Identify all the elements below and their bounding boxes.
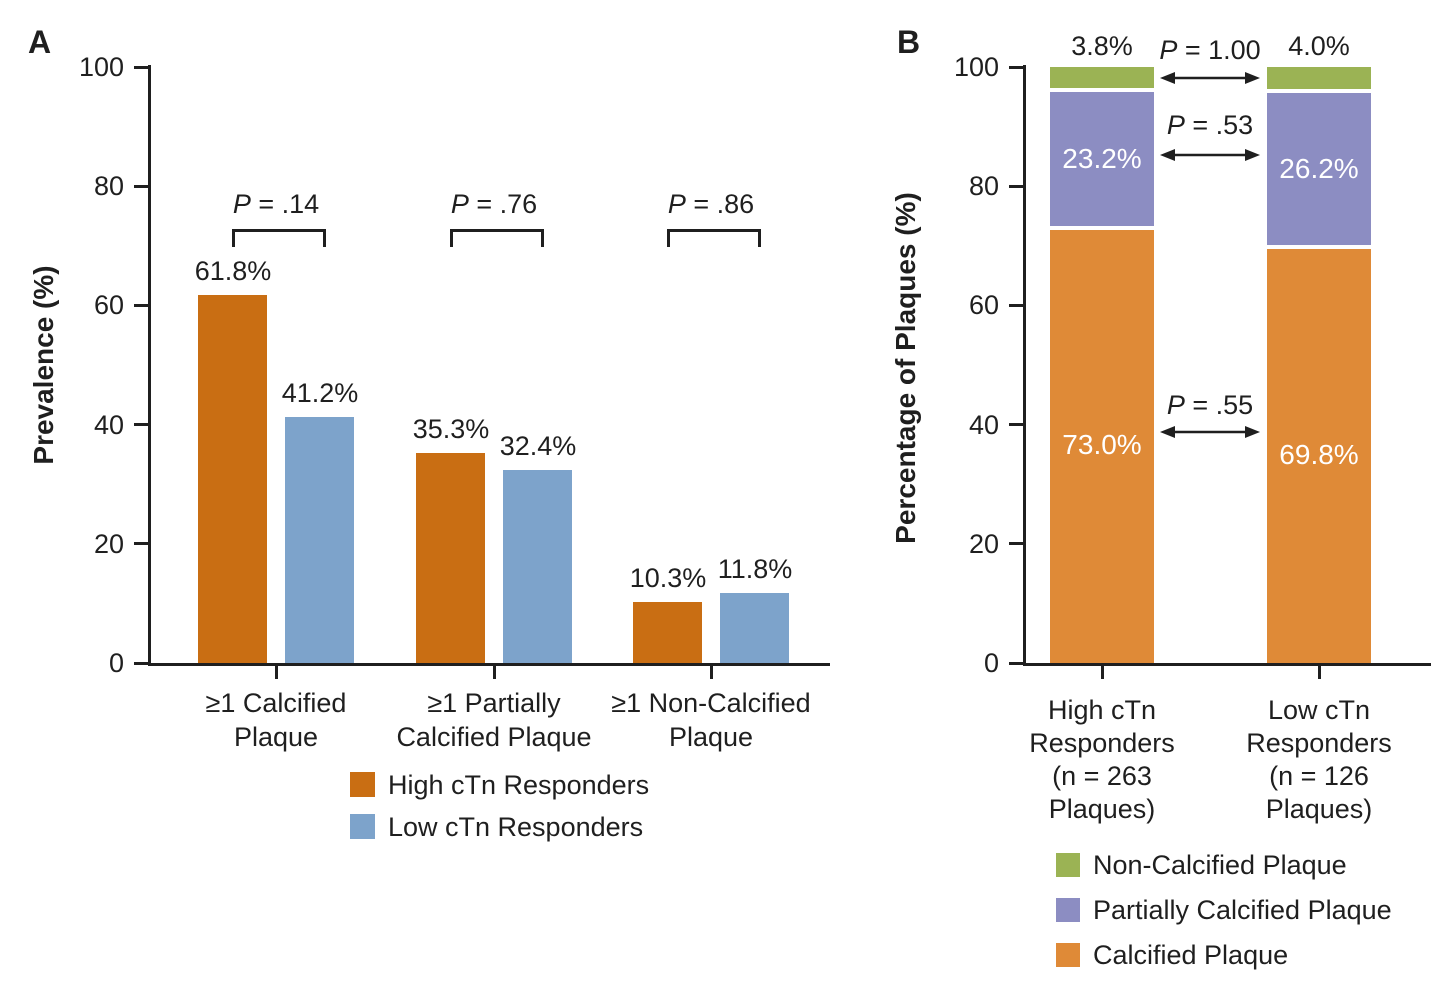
p-value-label: P = .76 — [450, 189, 538, 219]
x-category-label: ≥1 Non-Calcified Plaque — [611, 688, 811, 752]
bar-value-label: 41.2% — [281, 378, 359, 408]
y-axis-tick — [1009, 423, 1023, 426]
bar — [285, 417, 354, 663]
bar — [503, 470, 572, 663]
p-value-label: P = .53 — [1166, 110, 1254, 140]
segment-value-label: 69.8% — [1279, 439, 1359, 470]
legend-label: Low cTn Responders — [388, 812, 644, 842]
y-axis-tick — [134, 66, 148, 69]
y-axis-line — [148, 65, 151, 666]
comparison-bracket — [667, 229, 761, 247]
segment-separator — [1050, 88, 1154, 92]
p-value-label: P = .14 — [232, 189, 320, 219]
segment-separator — [1267, 89, 1371, 93]
double-arrow-icon — [1160, 70, 1260, 86]
bar-value-label: 10.3% — [629, 563, 707, 593]
segment-separator — [1267, 245, 1371, 249]
panel-a-chart: 0 20 40 60 80 100 61.8% 35.3% 10.3% 41.2% 32.4% 11.… — [78, 52, 830, 842]
stacked-bar-segment — [1050, 67, 1154, 90]
y-axis-tick — [1009, 66, 1023, 69]
bar — [198, 295, 267, 663]
y-tick-label: 20 — [93, 529, 124, 559]
comparison-bracket — [450, 229, 544, 247]
legend-swatch — [1056, 853, 1080, 877]
y-tick-label: 80 — [968, 171, 999, 201]
stacked-bar-segment — [1050, 90, 1154, 228]
p-value-label: P = .86 — [667, 189, 755, 219]
double-arrow-icon — [1160, 424, 1260, 440]
x-axis-line — [148, 663, 830, 666]
y-axis-tick — [1009, 185, 1023, 188]
y-axis-tick — [134, 662, 148, 665]
bar — [416, 453, 485, 663]
x-axis-tick — [493, 666, 496, 679]
bar-value-label: 35.3% — [412, 414, 490, 444]
bar — [720, 593, 789, 663]
x-category-label: ≥1 Calcified Plaque — [205, 688, 347, 752]
segment-separator — [1050, 226, 1154, 230]
y-tick-label: 0 — [108, 648, 124, 678]
legend-label: Non-Calcified Plaque — [1093, 850, 1347, 880]
stacked-bar-segment — [1267, 67, 1371, 91]
comparison-bracket — [232, 229, 326, 247]
legend-swatch — [1056, 898, 1080, 922]
y-axis-tick — [134, 304, 148, 307]
x-axis-line — [1023, 663, 1431, 666]
y-tick-label: 100 — [78, 52, 124, 82]
y-tick-label: 100 — [953, 52, 999, 82]
double-arrow-icon — [1160, 147, 1260, 163]
y-tick-label: 80 — [93, 171, 124, 201]
y-axis-tick — [134, 185, 148, 188]
segment-value-label: 4.0% — [1288, 31, 1350, 61]
y-tick-label: 60 — [93, 290, 124, 320]
y-tick-label: 20 — [968, 529, 999, 559]
segment-value-label: 23.2% — [1062, 143, 1142, 174]
y-axis-tick — [134, 542, 148, 545]
segment-value-label: 73.0% — [1062, 429, 1142, 460]
y-tick-label: 60 — [968, 290, 999, 320]
y-tick-label: 0 — [983, 648, 999, 678]
x-axis-tick — [710, 666, 713, 679]
bar-value-label: 32.4% — [499, 431, 577, 461]
legend-swatch — [350, 772, 375, 797]
panel-b-letter: B — [897, 24, 921, 60]
x-axis-tick — [1101, 666, 1104, 679]
p-value-label: P = 1.00 — [1159, 35, 1261, 65]
y-axis-tick — [1009, 304, 1023, 307]
y-tick-label: 40 — [93, 410, 124, 440]
x-category-label: ≥1 Partially Calcified Plaque — [396, 688, 592, 752]
segment-value-label: 26.2% — [1279, 153, 1359, 184]
legend-label: Partially Calcified Plaque — [1093, 895, 1392, 925]
y-axis-tick — [1009, 542, 1023, 545]
y-axis-tick — [1009, 662, 1023, 665]
bar — [633, 602, 702, 663]
stacked-bar-segment — [1267, 91, 1371, 247]
segment-value-label: 3.8% — [1071, 31, 1133, 61]
legend-swatch — [1056, 943, 1080, 967]
panel-a-letter: A — [28, 24, 52, 60]
y-tick-label: 40 — [968, 410, 999, 440]
x-axis-tick — [275, 666, 278, 679]
legend-label: High cTn Responders — [388, 770, 650, 800]
bar-value-label: 61.8% — [194, 256, 272, 286]
legend-label: Calcified Plaque — [1093, 940, 1289, 970]
x-axis-tick — [1318, 666, 1321, 679]
x-category-label: Low cTn Responders (n = 126 Plaques) — [1246, 695, 1392, 824]
x-category-label: High cTn Responders (n = 263 Plaques) — [1029, 695, 1175, 824]
y-axis-line — [1023, 65, 1026, 666]
p-value-label: P = .55 — [1166, 390, 1254, 420]
stacked-bar-segment — [1267, 247, 1371, 663]
bar-value-label: 11.8% — [717, 554, 793, 584]
legend-swatch — [350, 814, 375, 839]
stacked-bar-segment — [1050, 228, 1154, 663]
y-axis-tick — [134, 423, 148, 426]
